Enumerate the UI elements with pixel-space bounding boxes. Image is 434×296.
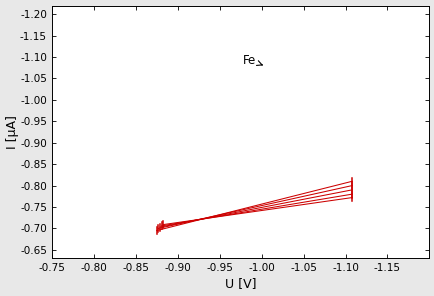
Y-axis label: I [µA]: I [µA] <box>6 115 19 149</box>
Text: Fe: Fe <box>243 54 262 67</box>
X-axis label: U [V]: U [V] <box>224 277 256 290</box>
